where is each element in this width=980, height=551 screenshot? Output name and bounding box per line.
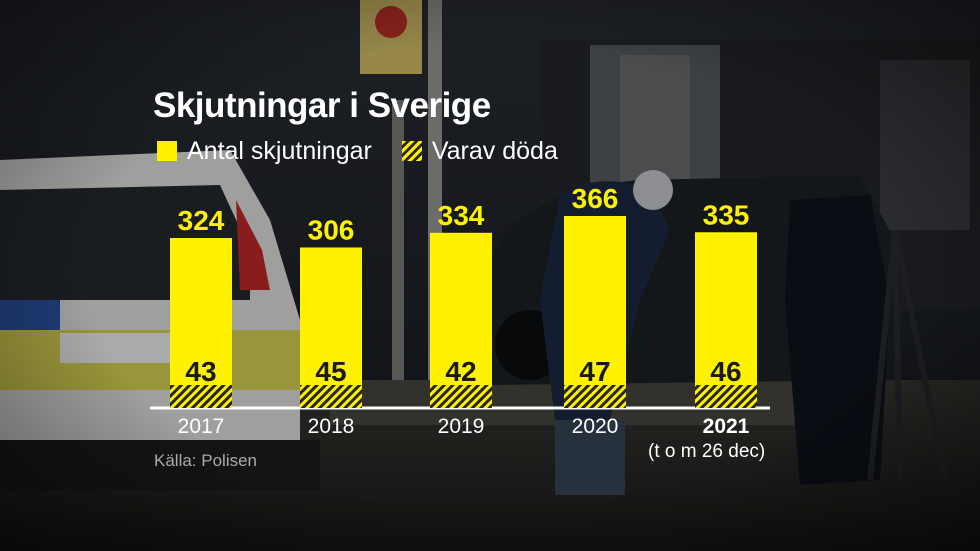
tick-label-2017: 2017 — [178, 415, 225, 438]
legend: Antal skjutningar Varav döda — [157, 136, 588, 166]
chart-title: Skjutningar i Sverige — [153, 86, 491, 125]
hatched-bar-2017 — [170, 385, 232, 408]
legend-label-deaths: Varav döda — [431, 136, 558, 165]
value-label-deaths-2021: 46 — [710, 356, 741, 387]
value-label-total-2019: 334 — [438, 200, 485, 231]
bar-2017 — [170, 238, 232, 408]
legend-item-deaths: Varav döda — [401, 136, 558, 166]
tick-label-2021: 2021 — [703, 415, 750, 438]
tick-label-2020: 2020 — [572, 415, 619, 438]
legend-swatch-hatched — [401, 141, 422, 161]
bar-2021 — [695, 232, 757, 408]
hatched-bar-2020 — [564, 385, 626, 408]
hatched-bar-2019 — [430, 385, 492, 408]
hatched-bar-2018 — [300, 385, 362, 408]
value-label-deaths-2017: 43 — [185, 356, 216, 387]
value-label-deaths-2018: 45 — [315, 356, 346, 387]
value-label-deaths-2020: 47 — [579, 356, 610, 387]
legend-item-total: Antal skjutningar — [157, 137, 372, 166]
hatched-bar-2021 — [695, 385, 757, 408]
value-label-total-2017: 324 — [178, 205, 225, 236]
tick-label-2019: 2019 — [438, 415, 485, 438]
value-label-total-2018: 306 — [308, 214, 355, 245]
category-note: (t o m 26 dec) — [648, 441, 766, 462]
value-label-total-2020: 366 — [572, 183, 619, 214]
bar-2019 — [430, 232, 492, 408]
bar-2018 — [300, 247, 362, 408]
value-label-deaths-2019: 42 — [445, 356, 476, 387]
source-note: Källa: Polisen — [154, 451, 258, 470]
tick-label-2018: 2018 — [308, 415, 355, 438]
legend-label-total: Antal skjutningar — [187, 136, 372, 165]
legend-swatch-solid — [157, 141, 177, 161]
bar-2020 — [564, 216, 626, 408]
value-label-total-2021: 335 — [703, 199, 750, 230]
